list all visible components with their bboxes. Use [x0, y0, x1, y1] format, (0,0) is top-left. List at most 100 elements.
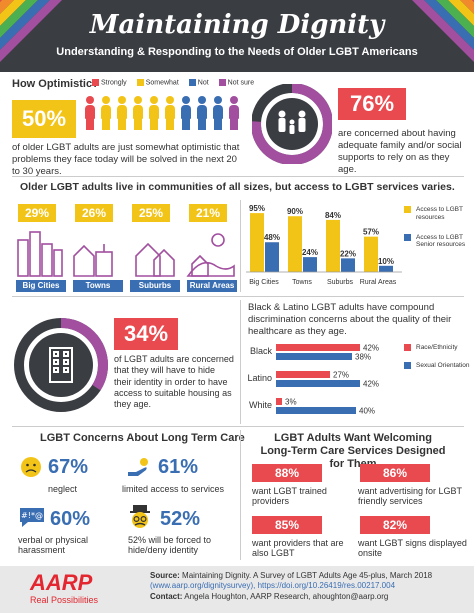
divider: [12, 426, 464, 427]
legend-label: Not sure: [227, 79, 255, 87]
person-icon: [116, 96, 128, 130]
communities-panel: 29% 26% 25% 21% Big Cities Towns Suburbs…: [12, 200, 238, 295]
category-label: Big Cities: [249, 279, 279, 286]
bar-value-label: 10%: [378, 257, 394, 266]
person-icon: [212, 96, 224, 130]
welcoming-pct: 82%: [360, 516, 430, 534]
aarp-logo: AARP: [30, 570, 93, 595]
category-label: Latino: [247, 373, 272, 383]
bar: [288, 216, 302, 272]
sad-face-icon: [21, 457, 41, 477]
contact-text: Angela Houghton, AARP Research, ahoughto…: [184, 591, 389, 601]
bar-value-label: 57%: [363, 228, 379, 237]
optimism-pct-box: 50%: [12, 100, 76, 138]
access-legend: Access to LGBT resources Access to LGBT …: [404, 206, 470, 249]
care-pct: 60%: [50, 508, 91, 530]
person-icon: [84, 96, 96, 130]
optimism-text: of older LGBT adults are just somewhat o…: [12, 142, 240, 177]
welcoming-title: LGBT Adults Want Welcoming Long-Term Car…: [260, 432, 446, 471]
bar-value-label: 40%: [359, 407, 375, 416]
person-icon: [148, 96, 160, 130]
source-label: Source:: [150, 571, 180, 580]
contact-label: Contact:: [150, 591, 183, 601]
care-pct: 61%: [158, 456, 199, 478]
welcoming-label: want LGBT signs displayed onsite: [358, 538, 467, 558]
legend-item: Sexual Orientation: [404, 361, 470, 370]
person-icon: [100, 96, 112, 130]
divider: [12, 296, 464, 297]
bar: [364, 236, 378, 272]
person-icon: [164, 96, 176, 130]
person-icon: [180, 96, 192, 130]
support-pct-box: 76%: [338, 88, 406, 120]
bar-value-label: 3%: [285, 398, 297, 407]
source-text: Maintaining Dignity. A Survey of LGBT Ad…: [182, 571, 433, 580]
legend-label: Access to LGBT Senior resources: [416, 233, 466, 249]
community-pct: 21%: [189, 204, 227, 222]
welcoming-pct: 85%: [252, 516, 322, 534]
legend-swatch: [218, 79, 226, 86]
care-pct: 67%: [48, 456, 89, 478]
bar-value-label: 42%: [363, 380, 379, 389]
category-label: Rural Areas: [360, 279, 397, 286]
bar: [303, 257, 317, 272]
legend-swatch: [92, 79, 99, 86]
optimism-question: How Optimistic?: [12, 78, 99, 90]
legend-item: Access to LGBT resources: [404, 206, 470, 222]
bar: [276, 407, 356, 414]
bar: [326, 219, 340, 272]
legend-item: Not sure: [218, 79, 255, 87]
legend-swatch: [404, 344, 411, 351]
bar-value-label: 22%: [340, 249, 356, 258]
divider: [240, 300, 241, 424]
header-banner: Maintaining Dignity Understanding & Resp…: [0, 0, 474, 72]
community-icons: [17, 231, 235, 277]
page-subtitle: Understanding & Responding to the Needs …: [56, 46, 418, 58]
person-icon: [196, 96, 208, 130]
care-label: verbal or physical harassment: [18, 535, 89, 555]
care-pct: 52%: [160, 508, 201, 530]
community-pct: 29%: [18, 204, 56, 222]
legend-item: Access to LGBT Senior resources: [404, 233, 470, 250]
bar-value-label: 48%: [264, 233, 280, 242]
legend-swatch: [404, 233, 411, 241]
hand-icon: [128, 458, 148, 476]
bar-value-label: 84%: [325, 211, 341, 220]
community-label: Big Cities: [16, 280, 66, 292]
bar: [276, 371, 330, 378]
support-text: are concerned about having adequate fami…: [338, 128, 462, 175]
legend-label: Strongly: [101, 79, 127, 87]
bar: [265, 242, 279, 272]
svg-text:#!*@: #!*@: [21, 511, 43, 520]
town-icon: [73, 244, 113, 277]
community-label: Towns: [73, 280, 123, 292]
speech-bubble-icon: #!*@: [20, 508, 44, 527]
category-label: Towns: [292, 279, 312, 286]
divider: [240, 200, 241, 292]
bar-value-label: 42%: [363, 344, 379, 353]
bar-value-label: 27%: [333, 371, 349, 380]
bar-value-label: 90%: [287, 207, 303, 216]
disguise-icon: [130, 505, 150, 528]
source-link[interactable]: (www.aarp.org/dignitysurvey), https://do…: [150, 581, 396, 591]
bar: [276, 353, 352, 360]
discrimination-title: Black & Latino LGBT adults have compound…: [248, 302, 452, 337]
apartment-icon: [49, 347, 73, 383]
legend-label: Access to LGBT resources: [416, 206, 463, 221]
bar: [250, 213, 264, 272]
footer: AARP Real Possibilities Source: Maintain…: [0, 566, 474, 613]
housing-donut: [14, 318, 108, 412]
community-pct: 26%: [75, 204, 113, 222]
person-icon: [228, 96, 240, 130]
support-donut: [252, 84, 332, 164]
legend-swatch: [404, 361, 411, 369]
category-label: White: [249, 400, 272, 410]
bar-value-label: 38%: [355, 353, 371, 362]
person-icon: [132, 96, 144, 130]
category-label: Black: [250, 346, 273, 356]
footer-source: Source: Maintaining Dignity. A Survey of…: [150, 571, 470, 602]
care-label: neglect: [48, 484, 78, 494]
community-pct: 25%: [132, 204, 170, 222]
page-title: Maintaining Dignity: [89, 10, 385, 40]
bar-value-label: 95%: [249, 204, 265, 213]
